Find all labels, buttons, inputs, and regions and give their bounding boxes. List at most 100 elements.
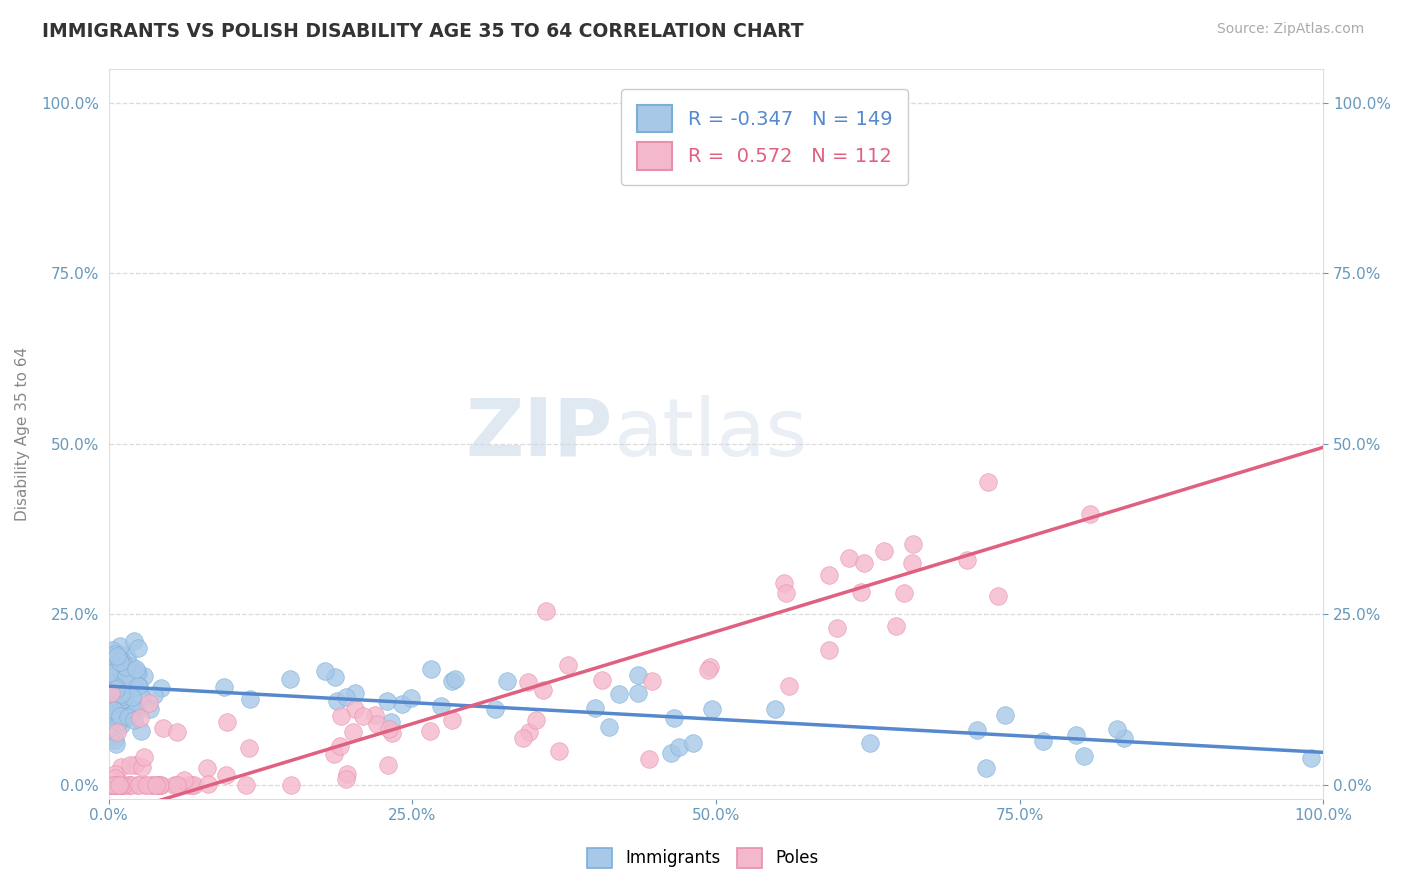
Point	[139, 778, 162, 792]
Point	[98, 673, 121, 688]
Point	[122, 634, 145, 648]
Point	[111, 778, 134, 792]
Point	[366, 717, 388, 731]
Point	[108, 695, 131, 709]
Point	[118, 683, 141, 698]
Point	[900, 557, 922, 571]
Point	[104, 647, 127, 661]
Point	[104, 771, 127, 785]
Point	[609, 687, 631, 701]
Point	[101, 677, 124, 691]
Point	[110, 687, 132, 701]
Point	[517, 725, 540, 739]
Point	[108, 691, 131, 706]
Point	[110, 778, 132, 792]
Point	[166, 778, 188, 792]
Point	[150, 681, 173, 695]
Point	[108, 647, 131, 661]
Point	[105, 685, 128, 699]
Point	[103, 778, 125, 792]
Point	[901, 537, 924, 551]
Point	[122, 713, 145, 727]
Point	[598, 720, 620, 734]
Point	[886, 619, 908, 633]
Point	[100, 642, 122, 657]
Point	[114, 778, 136, 792]
Point	[817, 643, 839, 657]
Point	[778, 679, 800, 693]
Point	[101, 657, 124, 672]
Point	[142, 688, 165, 702]
Y-axis label: Disability Age 35 to 64: Disability Age 35 to 64	[15, 347, 30, 521]
Point	[335, 772, 357, 786]
Point	[125, 662, 148, 676]
Point	[108, 778, 131, 792]
Point	[103, 672, 125, 686]
Point	[98, 666, 121, 681]
Point	[1105, 722, 1128, 736]
Point	[121, 670, 143, 684]
Point	[391, 697, 413, 711]
Point	[108, 639, 131, 653]
Point	[335, 766, 357, 780]
Point	[100, 671, 122, 685]
Point	[177, 778, 200, 792]
Point	[314, 664, 336, 678]
Point	[115, 677, 138, 691]
Point	[117, 679, 139, 693]
Point	[127, 679, 149, 693]
Point	[1078, 507, 1101, 521]
Legend: R = -0.347   N = 149, R =  0.572   N = 112: R = -0.347 N = 149, R = 0.572 N = 112	[621, 89, 908, 185]
Point	[105, 654, 128, 668]
Point	[122, 666, 145, 681]
Point	[108, 667, 131, 681]
Point	[195, 761, 218, 775]
Point	[115, 660, 138, 674]
Point	[100, 686, 122, 700]
Point	[100, 778, 122, 792]
Text: ZIP: ZIP	[465, 394, 613, 473]
Point	[976, 761, 998, 775]
Point	[531, 683, 554, 698]
Point	[637, 752, 659, 766]
Point	[1299, 751, 1322, 765]
Point	[110, 708, 132, 723]
Point	[108, 778, 131, 792]
Point	[1073, 748, 1095, 763]
Point	[430, 698, 453, 713]
Point	[399, 690, 422, 705]
Point	[108, 778, 131, 792]
Point	[120, 703, 142, 717]
Point	[100, 655, 122, 669]
Point	[104, 733, 127, 747]
Point	[108, 677, 131, 691]
Point	[108, 668, 131, 682]
Point	[583, 701, 606, 715]
Point	[115, 649, 138, 664]
Point	[977, 475, 1000, 489]
Point	[101, 690, 124, 705]
Point	[110, 760, 132, 774]
Point	[107, 701, 129, 715]
Point	[111, 685, 134, 699]
Point	[121, 706, 143, 720]
Point	[101, 659, 124, 673]
Point	[128, 711, 150, 725]
Point	[98, 778, 121, 792]
Point	[103, 676, 125, 690]
Point	[217, 715, 239, 730]
Point	[101, 659, 124, 673]
Point	[280, 778, 302, 792]
Point	[114, 665, 136, 679]
Point	[98, 690, 121, 705]
Point	[118, 757, 141, 772]
Point	[107, 778, 129, 792]
Point	[112, 668, 135, 682]
Point	[183, 778, 205, 792]
Point	[773, 576, 796, 591]
Point	[817, 567, 839, 582]
Point	[827, 622, 849, 636]
Point	[215, 768, 238, 782]
Point	[103, 703, 125, 717]
Point	[112, 689, 135, 703]
